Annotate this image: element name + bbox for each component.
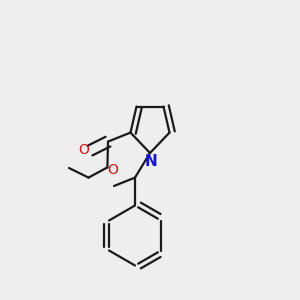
Text: O: O — [78, 143, 89, 157]
Text: N: N — [144, 154, 157, 169]
Text: O: O — [107, 163, 118, 177]
